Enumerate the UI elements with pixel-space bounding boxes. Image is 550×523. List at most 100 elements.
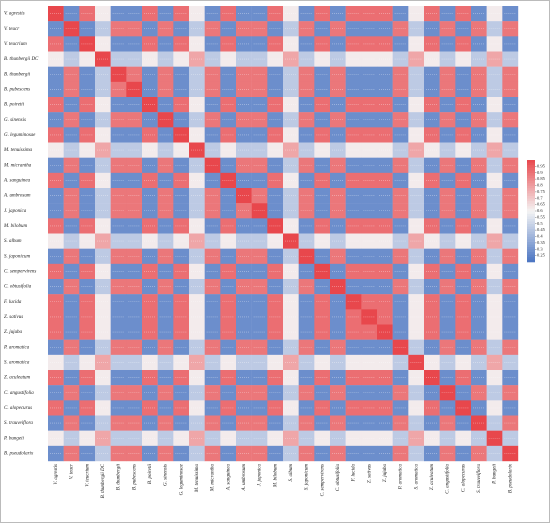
cell xyxy=(408,248,425,265)
colorbar-step xyxy=(527,221,535,225)
cell xyxy=(314,127,331,143)
cell xyxy=(392,445,409,462)
y-tick-label: B. thunbergii DC xyxy=(4,57,39,62)
cell xyxy=(63,309,80,325)
cell xyxy=(251,97,268,113)
cell xyxy=(502,218,519,234)
cell xyxy=(424,430,440,447)
cell xyxy=(455,370,472,386)
cell xyxy=(392,66,409,83)
cell xyxy=(502,21,519,37)
cell xyxy=(486,203,503,219)
cell xyxy=(236,188,252,204)
cell xyxy=(110,339,127,356)
cell xyxy=(314,445,331,462)
cell xyxy=(455,400,472,416)
cell xyxy=(502,112,519,128)
cell xyxy=(220,81,237,98)
cell xyxy=(361,309,378,325)
cell xyxy=(330,370,346,386)
y-tick-label: B. pubescens xyxy=(4,88,30,93)
cell xyxy=(345,400,362,416)
cell xyxy=(173,66,190,83)
cell xyxy=(283,309,299,325)
cell xyxy=(471,370,487,386)
cell xyxy=(157,294,174,310)
cell xyxy=(204,21,221,37)
cell xyxy=(392,430,409,447)
cell xyxy=(126,339,143,356)
cell xyxy=(48,97,64,113)
cell xyxy=(173,339,190,356)
cell xyxy=(455,112,472,128)
x-tick-label: F. lucida xyxy=(352,464,357,483)
cell xyxy=(126,66,143,83)
cell xyxy=(361,97,378,113)
cell xyxy=(267,127,284,143)
x-tick-label: Z. aculeatum xyxy=(430,464,435,490)
x-tick-label: A. sanguinea xyxy=(226,464,231,492)
cell xyxy=(157,21,174,37)
cell xyxy=(251,127,268,143)
cell xyxy=(502,157,519,174)
cell xyxy=(251,400,268,416)
cell xyxy=(173,385,190,401)
cell xyxy=(298,36,315,52)
x-tick-label: C. alopecurus xyxy=(461,464,466,492)
cell xyxy=(471,112,487,128)
cell xyxy=(189,6,205,22)
colorbar-step xyxy=(527,249,535,253)
cell xyxy=(361,339,378,356)
cell xyxy=(361,21,378,37)
cell xyxy=(63,188,80,204)
x-tick-label: S. album xyxy=(289,464,294,482)
cell xyxy=(204,400,221,416)
cell xyxy=(439,172,456,189)
cell xyxy=(236,127,252,143)
cell xyxy=(204,81,221,98)
y-tick-label: A. sanguinea xyxy=(3,179,31,184)
cell xyxy=(95,309,111,325)
cell xyxy=(502,430,519,447)
cell xyxy=(110,385,127,401)
cell xyxy=(455,309,472,325)
cell xyxy=(142,279,158,295)
cell xyxy=(345,203,362,219)
cell xyxy=(95,385,111,401)
cell xyxy=(189,188,205,204)
cell xyxy=(298,415,315,431)
cell xyxy=(455,172,472,189)
cell xyxy=(204,248,221,265)
cell xyxy=(110,415,127,431)
cell xyxy=(220,309,237,325)
cell xyxy=(377,188,393,204)
cell xyxy=(79,233,96,249)
x-tick-label: B. pubescens xyxy=(132,464,137,490)
cell xyxy=(283,157,299,174)
cell xyxy=(392,21,409,37)
cell xyxy=(110,51,127,67)
cell xyxy=(142,430,158,447)
cell xyxy=(298,339,315,356)
cell xyxy=(330,66,346,83)
cell xyxy=(377,36,393,52)
cell xyxy=(110,97,127,113)
cell xyxy=(189,248,205,265)
x-tick-label: B. pseudolarix xyxy=(508,463,513,493)
cell xyxy=(314,294,331,310)
cell xyxy=(220,248,237,265)
cell xyxy=(251,415,268,431)
cell xyxy=(408,203,425,219)
cell xyxy=(408,400,425,416)
cell xyxy=(267,36,284,52)
cell xyxy=(95,66,111,83)
cell xyxy=(345,66,362,83)
cell xyxy=(330,415,346,431)
colorbar-step xyxy=(527,223,535,227)
cell xyxy=(345,294,362,310)
cell xyxy=(298,127,315,143)
cell xyxy=(189,415,205,431)
cell xyxy=(314,81,331,98)
cell xyxy=(298,430,315,447)
colorbar-step xyxy=(527,160,535,163)
